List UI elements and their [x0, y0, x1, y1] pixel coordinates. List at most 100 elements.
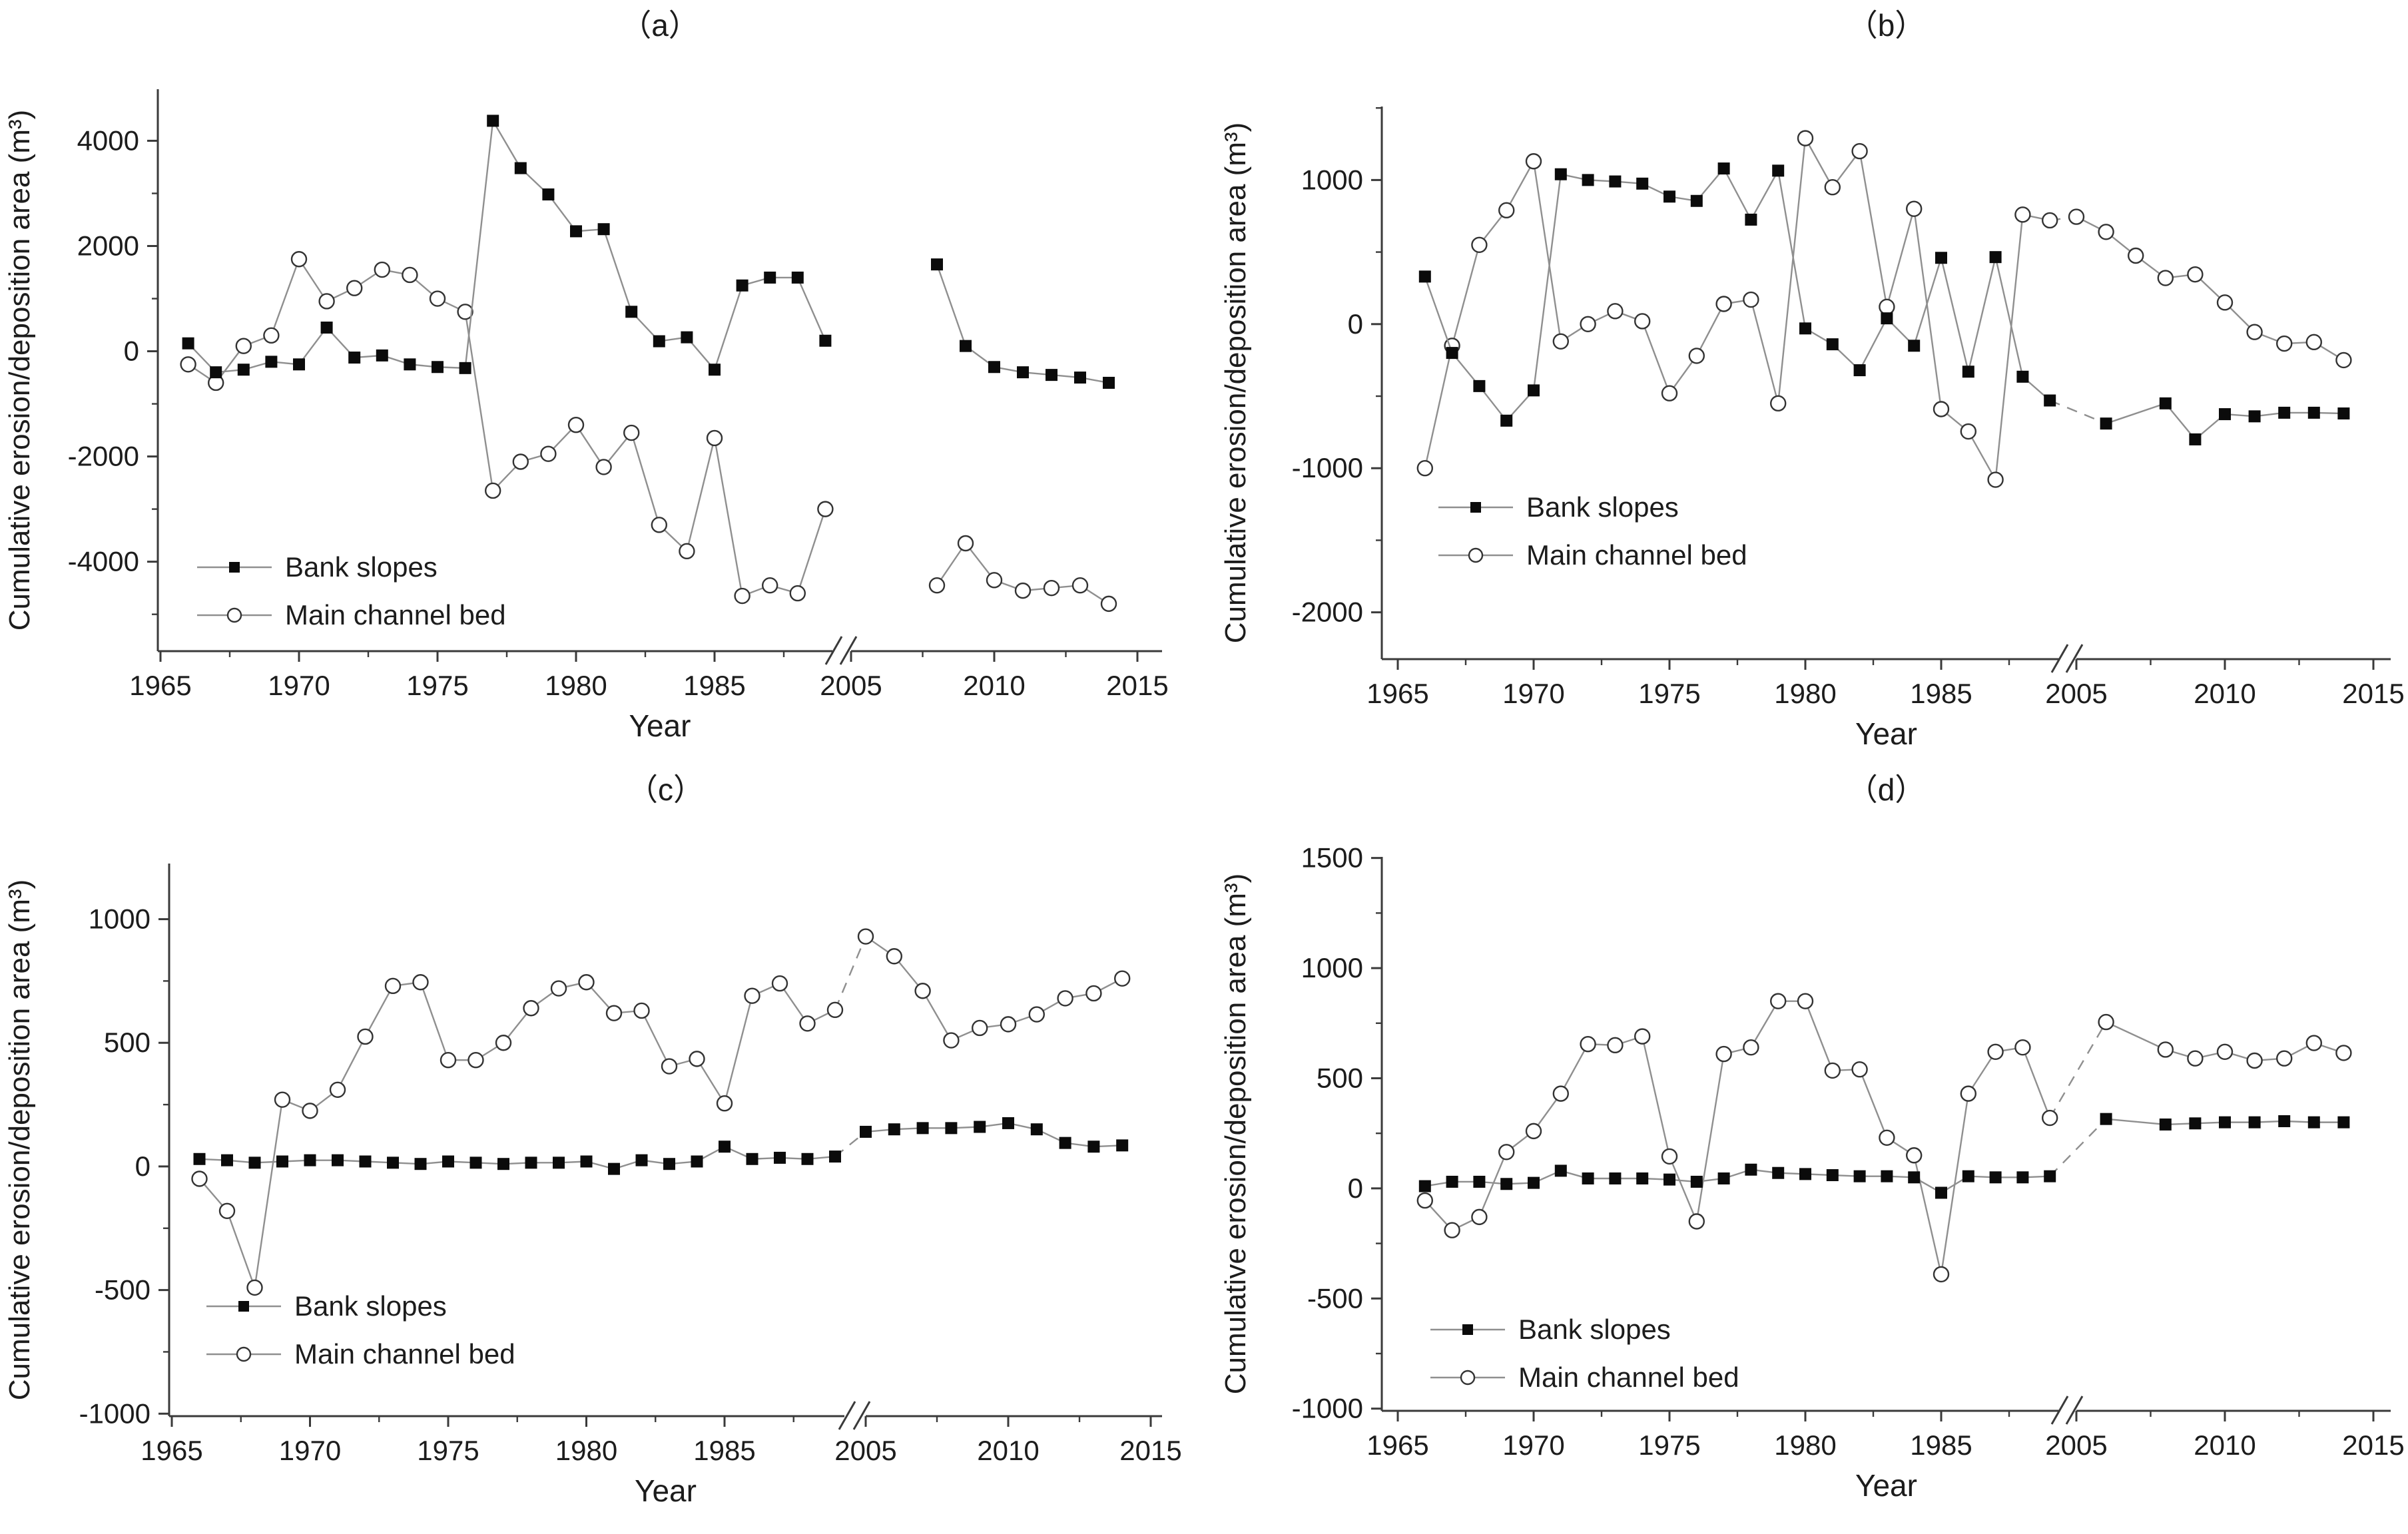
- square-marker: [1636, 1172, 1649, 1184]
- circle-marker: [1552, 333, 1569, 350]
- square-marker: [2100, 1113, 2112, 1125]
- square-marker: [404, 358, 416, 371]
- y-tick-label: 0: [135, 1150, 150, 1182]
- square-marker: [931, 258, 943, 271]
- circle-marker: [1634, 313, 1651, 330]
- circle-marker: [412, 974, 429, 991]
- circle-marker: [1000, 1016, 1017, 1033]
- square-marker: [1799, 322, 1811, 335]
- series-line-post: [865, 935, 1123, 1042]
- x-tick-label: 1965: [1366, 1429, 1428, 1461]
- x-tick-label: 1965: [129, 670, 191, 701]
- legend-label: Main channel bed: [294, 1338, 515, 1370]
- circle-marker: [1960, 423, 1977, 440]
- square-marker: [1446, 1175, 1458, 1188]
- circle-marker: [1987, 471, 2004, 488]
- square-marker: [945, 1122, 958, 1135]
- circle-marker: [1824, 1062, 1841, 1079]
- square-marker: [2159, 1118, 2172, 1131]
- series-line-pre: [198, 981, 836, 1288]
- axis-break-mark: [2050, 1396, 2069, 1425]
- square-marker: [248, 1156, 261, 1169]
- square-marker: [1772, 1166, 1785, 1179]
- circle-marker: [826, 1001, 844, 1019]
- circle-marker: [467, 1052, 484, 1069]
- circle-marker: [1743, 1039, 1759, 1056]
- legend-circle-marker: [226, 607, 242, 623]
- square-marker: [691, 1155, 703, 1168]
- circle-marker: [440, 1052, 457, 1069]
- y-tick-label: 1000: [1301, 952, 1363, 983]
- circle-marker: [1851, 142, 1868, 160]
- panel-title: （d）: [1847, 772, 1926, 807]
- chart-svg-（c）: 1000 500 0 -500 -1000 1965 1970 1975 1980 1985 200…: [3, 772, 1182, 1508]
- legend-label: Main channel bed: [285, 599, 506, 631]
- circle-marker: [1071, 577, 1089, 594]
- series-line-pre: [187, 118, 826, 374]
- square-marker: [182, 337, 194, 350]
- square-marker: [1663, 190, 1675, 203]
- circle-marker: [651, 517, 667, 533]
- square-marker: [1582, 174, 1594, 186]
- circle-marker: [716, 1095, 733, 1112]
- circle-marker: [302, 1103, 318, 1119]
- square-marker: [542, 188, 555, 201]
- square-marker: [1446, 347, 1458, 360]
- circle-marker: [346, 280, 363, 296]
- circle-marker: [1905, 200, 1923, 217]
- x-axis-label: Year: [1855, 1468, 1917, 1503]
- square-marker: [2044, 1170, 2056, 1182]
- circle-marker: [2187, 266, 2204, 283]
- square-marker: [1690, 194, 1703, 207]
- circle-marker: [1661, 385, 1678, 401]
- x-tick-label: 1965: [141, 1435, 202, 1466]
- square-marker: [525, 1156, 537, 1169]
- y-tick-label: -4000: [68, 546, 139, 577]
- circle-marker: [761, 577, 778, 594]
- square-marker: [1528, 1176, 1540, 1189]
- square-marker: [746, 1152, 758, 1165]
- square-marker: [625, 306, 638, 318]
- x-axis-label: Year: [629, 708, 691, 743]
- circle-marker: [318, 293, 335, 310]
- circle-marker: [567, 416, 585, 433]
- square-marker: [1059, 1137, 1071, 1149]
- chart-panel-c: 1000 500 0 -500 -1000 1965 1970 1975 1980 1985 200…: [0, 767, 1204, 1534]
- square-marker: [819, 334, 832, 347]
- circle-marker: [1879, 1129, 1895, 1146]
- square-marker: [276, 1155, 288, 1168]
- square-marker: [221, 1154, 233, 1166]
- x-tick-label: 1985: [1910, 678, 1972, 709]
- circle-marker: [1960, 1085, 1977, 1102]
- square-marker: [1853, 1170, 1866, 1182]
- circle-marker: [2335, 352, 2352, 369]
- circle-marker: [1100, 595, 1117, 613]
- square-marker: [1528, 384, 1540, 397]
- circle-marker: [1498, 202, 1515, 219]
- square-marker: [387, 1156, 399, 1169]
- circle-marker: [1113, 970, 1131, 987]
- square-marker: [1103, 376, 1115, 389]
- y-tick-label: -1000: [79, 1398, 150, 1429]
- circle-marker: [495, 1035, 512, 1051]
- chart-panel-d: 1500 1000 500 0 -500 -1000 1965 1970 1975 1980 198…: [1204, 767, 2408, 1534]
- chart-panel-b: 1000 0 -1000 -2000 1965 1970 1975 1980 1985 2005 2…: [1204, 0, 2408, 767]
- circle-marker: [1525, 153, 1542, 170]
- series-line-pre: [187, 257, 826, 597]
- circle-marker: [2014, 1039, 2031, 1056]
- legend-label: Main channel bed: [1526, 539, 1747, 571]
- circle-marker: [1580, 316, 1596, 333]
- square-marker: [237, 364, 250, 376]
- x-tick-label: 1970: [268, 670, 330, 701]
- series-line-pre: [1424, 166, 2050, 422]
- circle-marker: [605, 1005, 623, 1021]
- circle-marker: [2216, 294, 2234, 311]
- x-tick-label: 2010: [963, 670, 1025, 701]
- y-axis-label: Cumulative erosion/deposition area (m³): [3, 110, 36, 631]
- circle-marker: [402, 266, 418, 284]
- square-marker: [1046, 369, 1057, 382]
- y-tick-label: 0: [1348, 1172, 1363, 1204]
- circle-marker: [661, 1058, 678, 1075]
- y-tick-label: -500: [95, 1274, 150, 1306]
- circle-marker: [817, 501, 834, 517]
